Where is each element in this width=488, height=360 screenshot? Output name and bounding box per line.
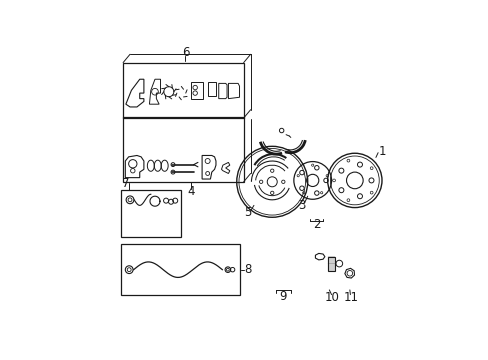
Text: 8: 8 [244,263,251,276]
Text: 5: 5 [244,206,251,219]
Circle shape [323,178,327,183]
Text: 7: 7 [122,177,129,190]
Bar [123,117,243,182]
Bar [327,257,335,270]
Text: 4: 4 [187,185,194,198]
Circle shape [314,166,318,170]
Bar [121,244,240,296]
Bar [121,190,181,237]
Circle shape [338,168,343,173]
Text: 3: 3 [298,199,305,212]
Circle shape [338,188,343,193]
Text: 1: 1 [378,145,386,158]
Text: 9: 9 [279,290,286,303]
Text: 11: 11 [343,291,358,304]
Circle shape [368,178,373,183]
Circle shape [314,191,318,195]
Text: 6: 6 [182,46,189,59]
Text: 2: 2 [312,218,320,231]
Circle shape [357,194,362,199]
Circle shape [299,186,304,190]
Bar [123,63,243,118]
Circle shape [357,162,362,167]
Circle shape [299,170,304,175]
Text: 10: 10 [325,291,339,304]
